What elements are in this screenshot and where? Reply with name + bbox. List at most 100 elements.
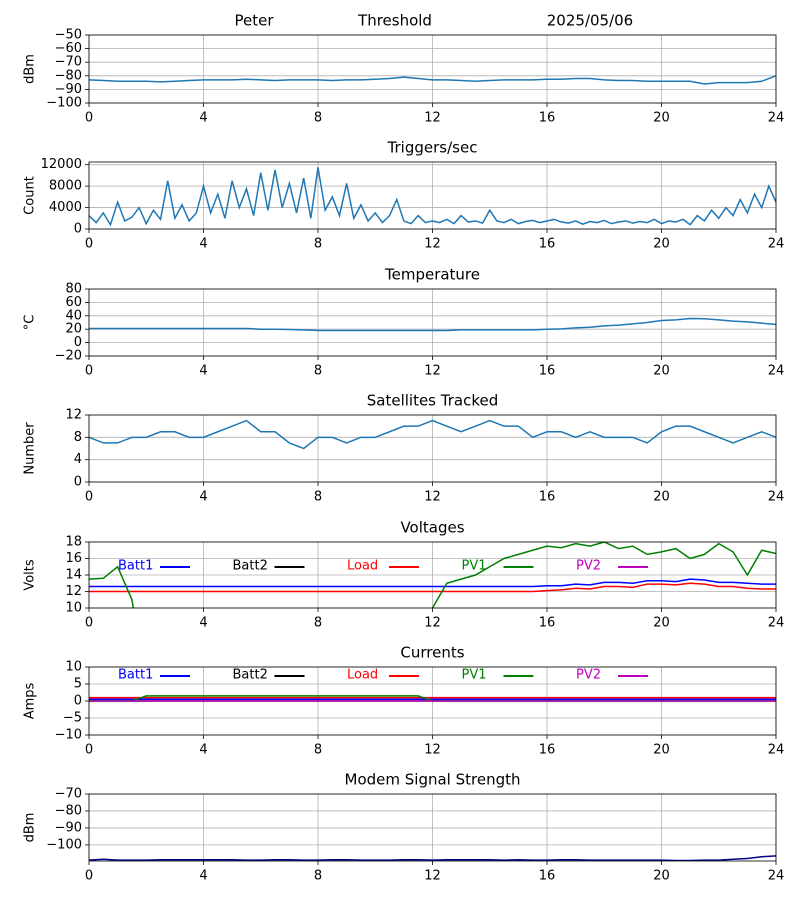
x-tick-label: 0 <box>85 616 93 631</box>
x-tick-label: 16 <box>539 490 556 505</box>
chart-title: Currents <box>400 644 464 662</box>
chart-title: Modem Signal Strength <box>345 771 521 789</box>
x-tick-label: 8 <box>314 111 322 126</box>
panel: Satellites Tracked Number 0 4 8 12 16 20 24 0 4 8 12 <box>23 392 785 505</box>
panel: Modem Signal Strength dBm 0 4 8 12 16 20 24 −100 −… <box>23 771 785 884</box>
x-tick-label: 4 <box>199 364 207 379</box>
y-tick-label: −10 <box>55 728 82 743</box>
y-tick-label: 8000 <box>49 179 82 194</box>
x-tick-label: 20 <box>653 869 670 884</box>
x-tick-label: 16 <box>539 616 556 631</box>
x-tick-label: 20 <box>653 364 670 379</box>
data-line <box>89 578 776 588</box>
x-tick-label: 20 <box>653 616 670 631</box>
y-tick-label: −90 <box>55 82 82 97</box>
legend-label: PV1 <box>462 668 487 683</box>
x-tick-label: 12 <box>424 869 441 884</box>
plot-frame <box>88 161 777 230</box>
x-tick-label: 24 <box>768 616 785 631</box>
y-tick-label: 20 <box>65 322 82 337</box>
legend-label: Batt2 <box>233 668 268 683</box>
y-axis-label: °C <box>23 315 38 331</box>
chart-title: Voltages <box>400 519 464 537</box>
x-tick-label: 16 <box>539 111 556 126</box>
x-tick-label: 20 <box>653 743 670 758</box>
y-tick-label: −20 <box>55 349 82 364</box>
x-tick-label: 16 <box>539 743 556 758</box>
y-tick-label: −100 <box>46 96 82 111</box>
y-tick-label: −70 <box>55 787 82 802</box>
x-tick-label: 8 <box>314 364 322 379</box>
legend-label: PV2 <box>576 668 601 683</box>
x-tick-label: 16 <box>539 869 556 884</box>
x-tick-label: 8 <box>314 490 322 505</box>
x-tick-label: 24 <box>768 237 785 252</box>
panel: Currents Amps 0 4 8 12 16 20 24 −10 −5 0 5 10 Batt1 Bat… <box>23 644 785 758</box>
y-tick-label: 16 <box>65 551 82 566</box>
y-tick-label: 8 <box>74 430 82 445</box>
plot-frame <box>88 541 777 609</box>
y-tick-label: 10 <box>65 601 82 616</box>
x-tick-label: 0 <box>85 237 93 252</box>
chart-title: Triggers/sec <box>387 139 478 157</box>
y-axis-label: Number <box>23 422 38 475</box>
y-tick-label: −5 <box>63 711 82 726</box>
x-tick-label: 12 <box>424 111 441 126</box>
data-line <box>89 419 776 450</box>
x-tick-label: 12 <box>424 616 441 631</box>
y-tick-label: 4000 <box>49 200 82 215</box>
y-tick-label: 18 <box>65 535 82 550</box>
data-line <box>89 167 776 227</box>
y-axis-label: Volts <box>23 559 38 591</box>
legend-label: PV2 <box>576 559 601 574</box>
y-tick-label: 80 <box>65 282 82 297</box>
x-tick-label: 24 <box>768 111 785 126</box>
y-tick-label: 4 <box>74 452 82 467</box>
y-tick-label: 0 <box>74 475 82 490</box>
chart-title: Temperature <box>384 266 480 284</box>
x-tick-label: 0 <box>85 490 93 505</box>
plot-frame <box>88 666 777 736</box>
x-tick-label: 0 <box>85 869 93 884</box>
y-tick-label: 10 <box>65 660 82 675</box>
legend-label: Batt1 <box>118 668 153 683</box>
x-tick-label: 12 <box>424 490 441 505</box>
x-tick-label: 4 <box>199 490 207 505</box>
x-tick-label: 8 <box>314 743 322 758</box>
y-tick-label: 0 <box>74 222 82 237</box>
chart-title: 2025/05/06 <box>547 12 633 30</box>
y-tick-label: 0 <box>74 335 82 350</box>
data-line <box>89 582 776 593</box>
data-line <box>89 855 776 861</box>
y-axis-label: dBm <box>23 813 38 843</box>
y-axis-label: Amps <box>23 682 38 719</box>
y-axis-label: dBm <box>23 54 38 84</box>
y-tick-label: −80 <box>55 68 82 83</box>
x-tick-label: 16 <box>539 237 556 252</box>
y-tick-label: −50 <box>55 28 82 43</box>
y-tick-label: −80 <box>55 803 82 818</box>
y-tick-label: 12 <box>65 408 82 423</box>
panel: Triggers/sec Count 0 4 8 12 16 20 24 0 4000 8000 120… <box>23 139 785 252</box>
x-tick-label: 12 <box>424 743 441 758</box>
chart-title: Peter <box>234 12 274 30</box>
x-tick-label: 0 <box>85 364 93 379</box>
legend-label: Batt1 <box>118 559 153 574</box>
y-tick-label: 12 <box>65 584 82 599</box>
x-tick-label: 12 <box>424 237 441 252</box>
legend-label: Batt2 <box>233 559 268 574</box>
y-tick-label: 0 <box>74 694 82 709</box>
x-tick-label: 0 <box>85 743 93 758</box>
chart-title: Threshold <box>357 12 432 30</box>
x-tick-label: 0 <box>85 111 93 126</box>
x-tick-label: 8 <box>314 869 322 884</box>
x-tick-label: 4 <box>199 237 207 252</box>
x-tick-label: 4 <box>199 111 207 126</box>
x-tick-label: 8 <box>314 616 322 631</box>
legend-label: PV1 <box>462 559 487 574</box>
x-tick-label: 20 <box>653 111 670 126</box>
x-tick-label: 24 <box>768 490 785 505</box>
y-tick-label: 60 <box>65 295 82 310</box>
